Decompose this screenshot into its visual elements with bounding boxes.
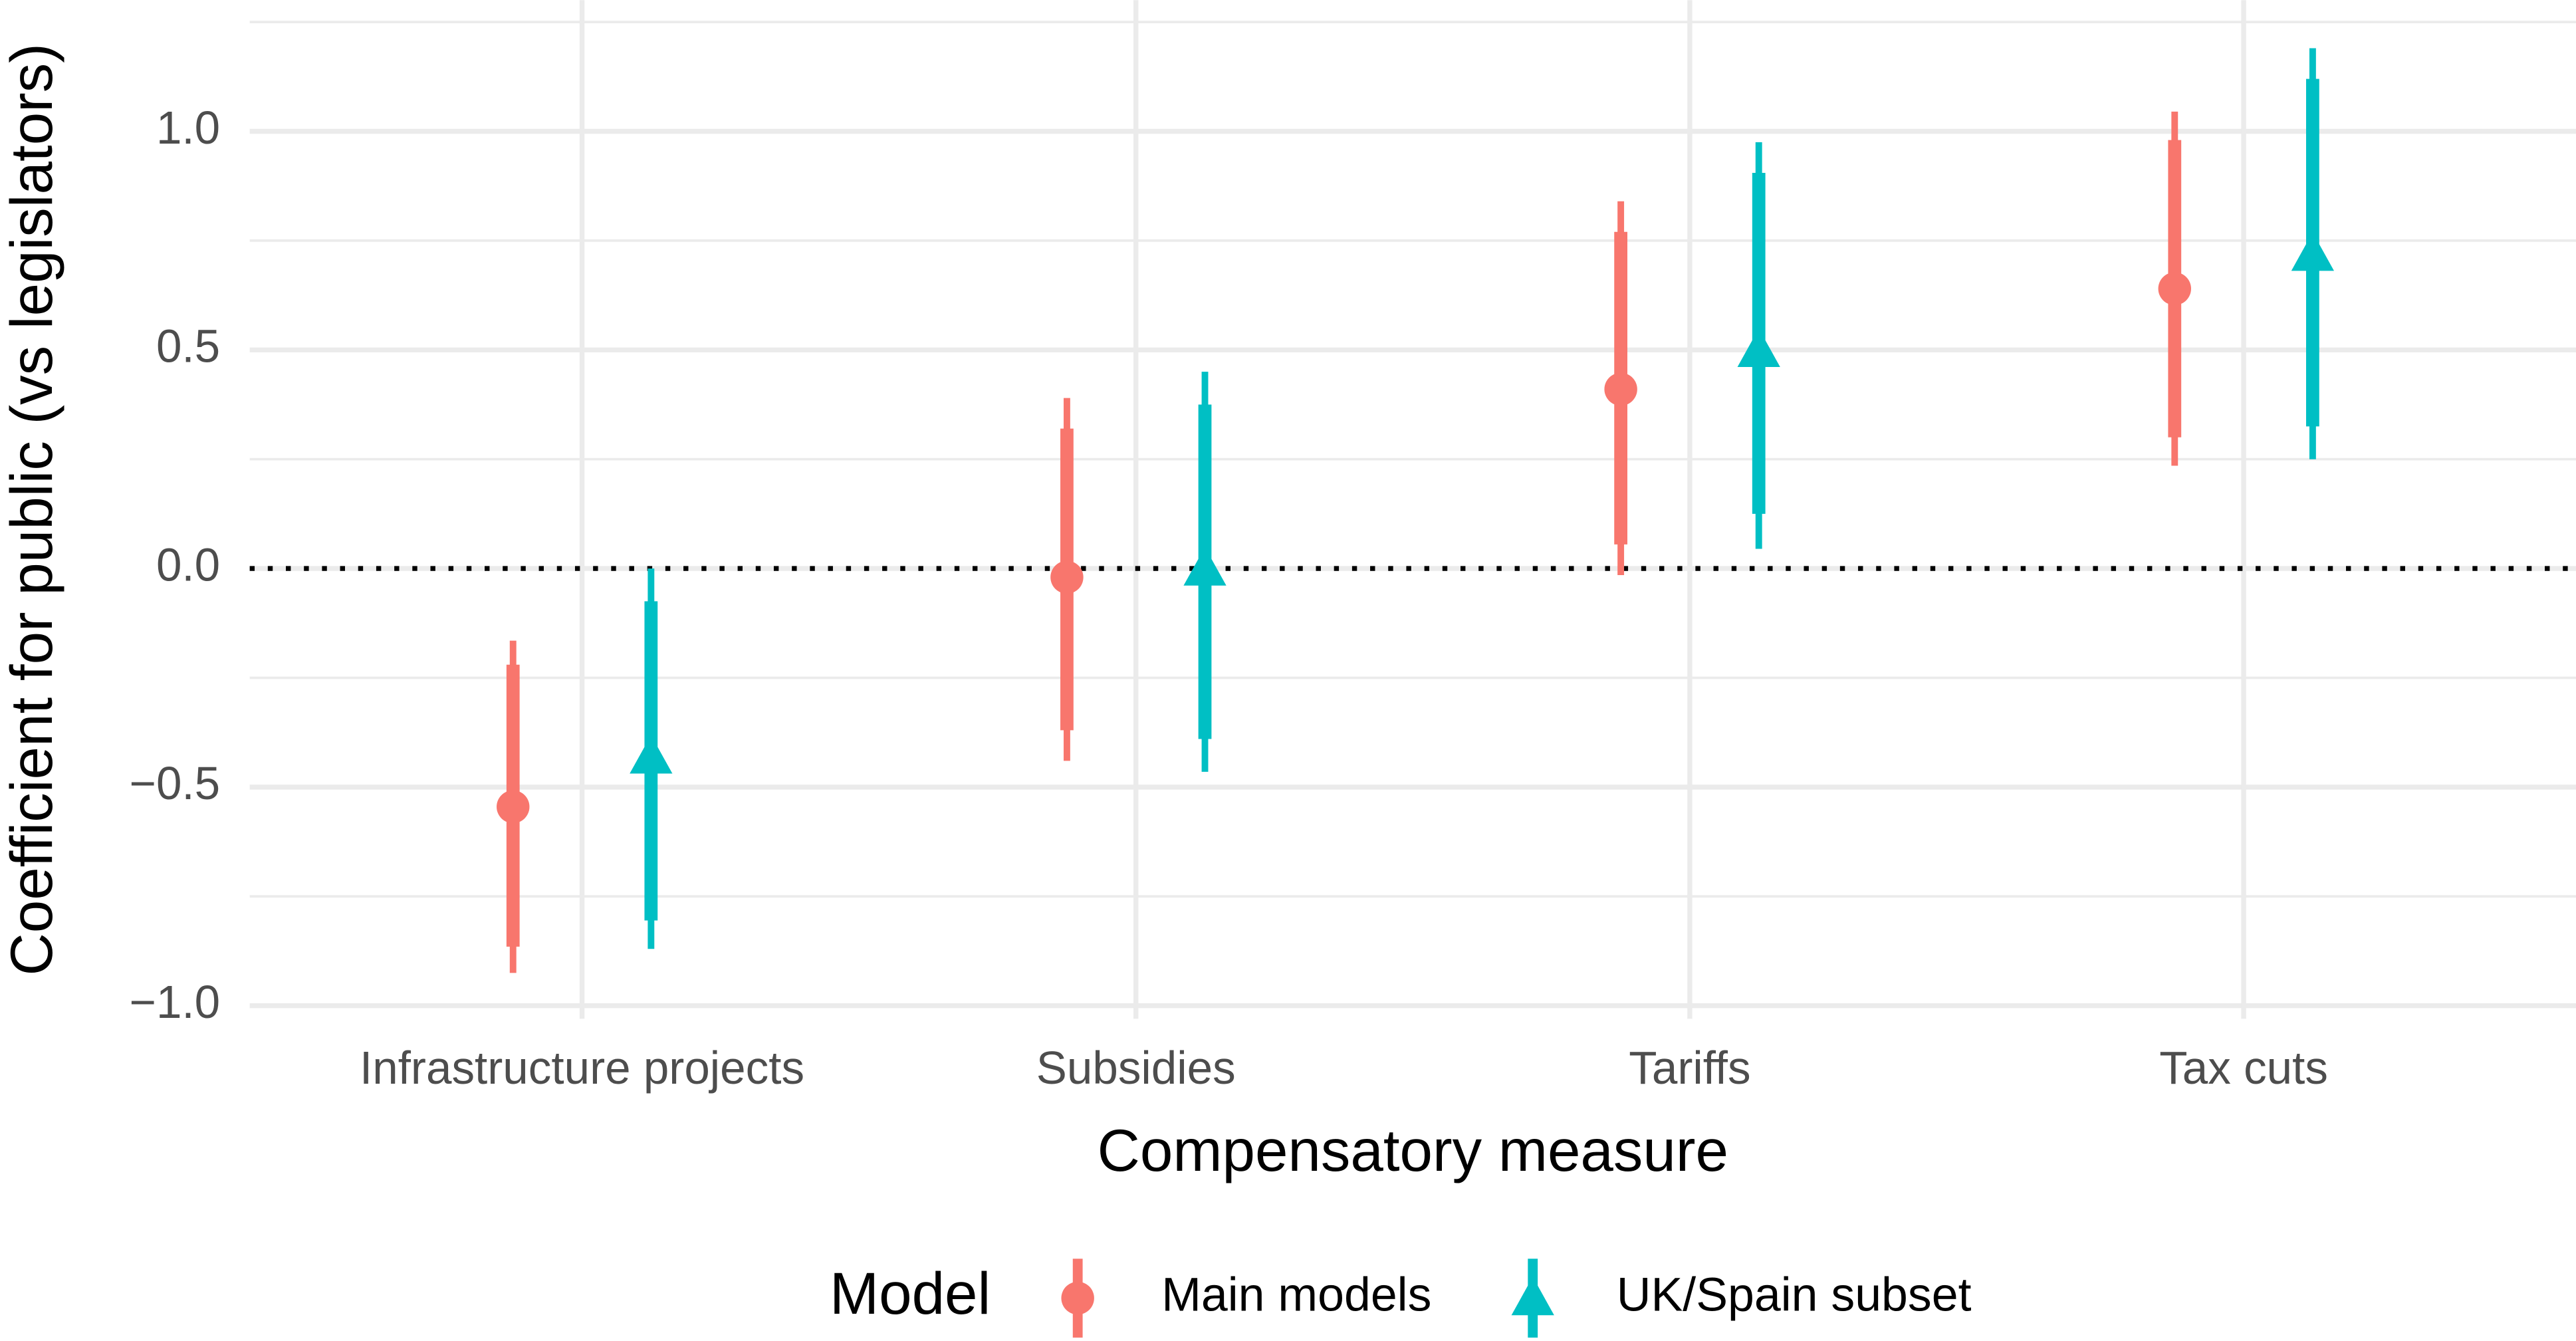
y-tick-label: 0.0 (156, 539, 220, 590)
point (2158, 272, 2192, 305)
point (497, 790, 530, 824)
legend-key (1511, 1277, 1554, 1316)
x-axis-title: Compensatory measure (1098, 1117, 1728, 1183)
y-tick-label: 1.0 (156, 102, 220, 154)
point (1183, 547, 1227, 586)
point (1050, 560, 1084, 594)
y-tick-label: −0.5 (130, 757, 221, 809)
point (1737, 328, 1780, 367)
point (2291, 232, 2335, 271)
point (1604, 372, 1637, 406)
y-tick-label: 0.5 (156, 320, 220, 372)
y-axis-title: Coefficient for public (vs legislators) (0, 43, 64, 975)
x-tick-label: Tariffs (1629, 1042, 1750, 1094)
y-tick-label: −1.0 (130, 976, 221, 1028)
legend-title: Model (830, 1260, 991, 1326)
legend-label: UK/Spain subset (1617, 1268, 1972, 1321)
x-tick-label: Tax cuts (2159, 1042, 2328, 1094)
point (630, 735, 673, 774)
legend-label: Main models (1161, 1268, 1431, 1321)
x-tick-label: Infrastructure projects (360, 1042, 804, 1094)
legend-key (1061, 1281, 1094, 1315)
x-tick-label: Subsidies (1036, 1042, 1236, 1094)
